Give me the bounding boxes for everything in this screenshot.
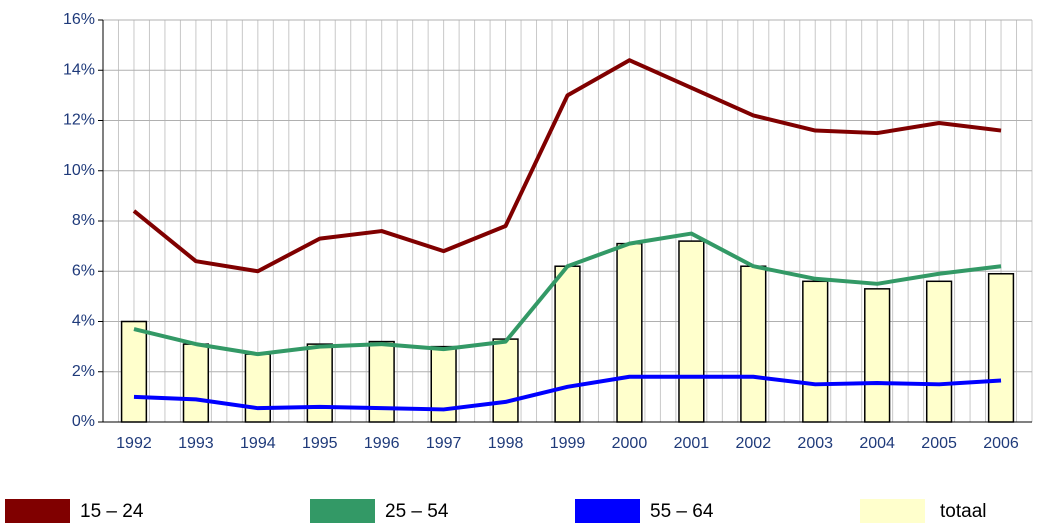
y-tick-label: 0% <box>72 413 95 430</box>
x-tick-label: 1996 <box>364 435 400 452</box>
x-tick-label: 2006 <box>983 435 1019 452</box>
bar <box>306 343 333 423</box>
x-tick-label: 1998 <box>488 435 524 452</box>
x-tick-label: 1995 <box>302 435 338 452</box>
x-tick-label: 2005 <box>921 435 957 452</box>
legend-label: 15 – 24 <box>80 501 144 522</box>
y-tick-label: 4% <box>72 313 95 330</box>
line <box>133 231 1002 357</box>
legend-label: 25 – 54 <box>385 501 449 522</box>
x-tick-label: 2000 <box>612 435 648 452</box>
bar <box>678 240 705 423</box>
y-tick-label: 10% <box>63 162 95 179</box>
bar <box>244 353 271 423</box>
bar <box>925 280 953 423</box>
y-tick-label: 8% <box>72 212 95 229</box>
x-tick-label: 1999 <box>550 435 586 452</box>
y-tick-label: 6% <box>72 262 95 279</box>
bar <box>740 265 767 423</box>
line <box>132 58 1002 274</box>
bar <box>182 343 210 423</box>
legend-swatch <box>5 499 70 523</box>
legend-label: 55 – 64 <box>650 501 714 522</box>
bar <box>120 320 148 423</box>
line <box>133 374 1002 412</box>
y-tick-label: 16% <box>63 11 95 28</box>
x-tick-label: 1992 <box>116 435 152 452</box>
legend-swatch <box>310 499 375 523</box>
bar <box>616 242 643 423</box>
bar <box>987 273 1015 423</box>
y-tick-label: 12% <box>63 112 95 129</box>
x-tick-label: 2003 <box>797 435 833 452</box>
legend-swatch <box>575 499 640 523</box>
bar <box>802 280 829 423</box>
x-tick-label: 2004 <box>859 435 895 452</box>
x-tick-label: 1997 <box>426 435 462 452</box>
legend-swatch <box>860 499 925 523</box>
x-tick-label: 2002 <box>736 435 772 452</box>
legend-label: totaal <box>940 501 986 522</box>
bar <box>492 338 519 423</box>
bar <box>864 288 891 423</box>
x-tick-label: 2001 <box>674 435 710 452</box>
x-tick-label: 1993 <box>178 435 214 452</box>
y-tick-label: 14% <box>63 61 95 78</box>
x-tick-label: 1994 <box>240 435 276 452</box>
bar <box>554 265 581 423</box>
y-tick-label: 2% <box>72 363 95 380</box>
